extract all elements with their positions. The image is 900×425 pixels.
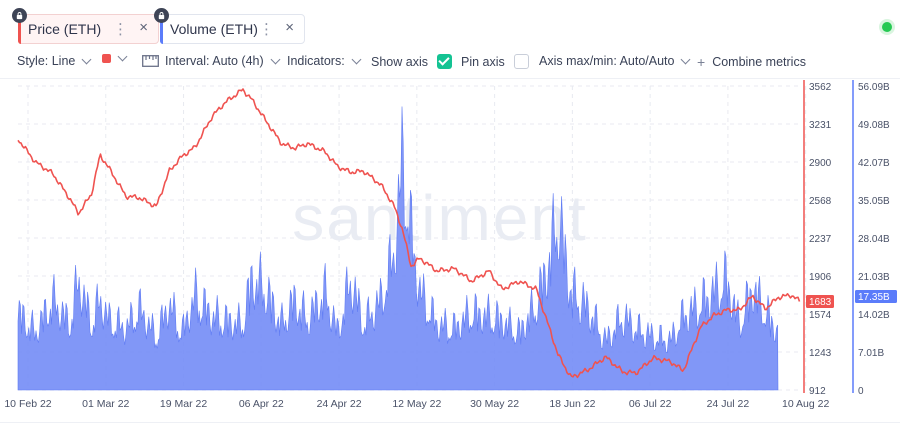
- price-tick-label: 3231: [809, 120, 832, 131]
- x-tick-label: 24 Apr 22: [317, 398, 362, 410]
- interval-label: Interval: Auto (4h): [165, 54, 264, 68]
- plus-icon: +: [697, 54, 706, 70]
- more-options-icon[interactable]: ⋮: [113, 21, 128, 38]
- show-axis-toggle[interactable]: Show axis: [371, 54, 452, 69]
- pin-axis-toggle[interactable]: Pin axis: [461, 54, 529, 69]
- price-current-badge: 1683: [806, 295, 834, 308]
- volume-tick-label: 14.02B: [858, 310, 890, 321]
- chevron-down-icon: [117, 51, 128, 62]
- price-tick-label: 912: [809, 386, 826, 397]
- price-tick-label: 2237: [809, 234, 832, 245]
- x-tick-label: 24 Jul 22: [707, 398, 750, 410]
- interval-dropdown[interactable]: Interval: Auto (4h): [142, 54, 281, 68]
- chart-footer-divider: [0, 422, 900, 423]
- style-dropdown[interactable]: Style: Line: [17, 54, 92, 68]
- x-tick-label: 30 May 22: [470, 398, 519, 410]
- x-tick-label: 10 Aug 22: [782, 398, 829, 410]
- indicators-label: Indicators:: [287, 54, 345, 68]
- pin-axis-checkbox[interactable]: [513, 54, 529, 69]
- price-axis: 3562 3231 2900 2568 2237 1906 1574 1243 912: [809, 82, 832, 397]
- x-tick-label: 12 May 22: [392, 398, 441, 410]
- x-axis: 10 Feb 22 01 Mar 22 19 Mar 22 06 Apr 22 24 A…: [4, 398, 829, 410]
- price-tick-label: 2568: [809, 196, 832, 207]
- volume-tick-label: 28.04B: [858, 234, 890, 245]
- lock-icon: [154, 8, 169, 23]
- volume-tick-label: 49.08B: [858, 120, 890, 131]
- santiment-watermark: santiment: [292, 182, 587, 254]
- color-swatch: [102, 54, 111, 63]
- price-volume-chart[interactable]: santiment 3562 3231 2900 2568 2237 1906 1574 12…: [0, 80, 900, 420]
- volume-current-badge: 17.35B: [855, 290, 897, 303]
- x-tick-label: 18 Jun 22: [549, 398, 595, 410]
- volume-axis: 56.09B 49.08B 42.07B 35.05B 28.04B 21.03B 14.0…: [858, 82, 890, 397]
- metric-tab-volume[interactable]: Volume (ETH) ⋮ ×: [154, 8, 305, 44]
- chevron-down-icon: [270, 54, 281, 64]
- price-line: [17, 88, 801, 379]
- volume-color-bar: [160, 14, 163, 44]
- style-label: Style: Line: [17, 54, 76, 68]
- volume-tick-label: 42.07B: [858, 158, 890, 169]
- color-picker[interactable]: [102, 51, 128, 63]
- chevron-down-icon: [681, 54, 691, 64]
- price-current-value: 1683: [809, 297, 832, 308]
- price-tick-label: 1243: [809, 348, 832, 359]
- more-options-icon[interactable]: ⋮: [259, 21, 274, 38]
- price-tick-label: 2900: [809, 158, 832, 169]
- live-status-indicator: [882, 22, 892, 32]
- volume-tick-label: 7.01B: [858, 348, 884, 359]
- chevron-down-icon: [81, 54, 92, 64]
- volume-tick-label: 35.05B: [858, 196, 890, 207]
- volume-tick-label: 0: [858, 386, 864, 397]
- metric-tab-price[interactable]: Price (ETH) ⋮ ×: [12, 8, 159, 44]
- volume-area: [17, 106, 779, 391]
- indicators-dropdown[interactable]: Indicators:: [287, 54, 362, 68]
- x-tick-label: 19 Mar 22: [160, 398, 207, 410]
- show-axis-checkbox[interactable]: [436, 54, 452, 69]
- combine-metrics-label: Combine metrics: [712, 55, 806, 69]
- volume-current-value: 17.35B: [858, 292, 890, 303]
- pin-axis-label: Pin axis: [461, 54, 505, 69]
- volume-tick-label: 21.03B: [858, 272, 890, 283]
- chart-toolbar: Style: Line Interval: Auto (4h) Indicato…: [0, 50, 900, 74]
- x-tick-label: 06 Apr 22: [239, 398, 284, 410]
- close-icon[interactable]: ×: [285, 19, 294, 36]
- metric-tab-label: Price (ETH): [28, 21, 102, 37]
- combine-metrics-button[interactable]: + Combine metrics: [697, 54, 806, 70]
- price-tick-label: 1906: [809, 272, 832, 283]
- toolbar-divider: [0, 78, 900, 79]
- axis-maxmin-label: Axis max/min: Auto/Auto: [539, 54, 675, 68]
- axis-maxmin-dropdown[interactable]: Axis max/min: Auto/Auto: [539, 54, 691, 68]
- lock-icon: [12, 8, 27, 23]
- x-tick-label: 06 Jul 22: [629, 398, 672, 410]
- x-tick-label: 10 Feb 22: [4, 398, 51, 410]
- price-tick-label: 1574: [809, 310, 832, 321]
- x-tick-label: 01 Mar 22: [82, 398, 129, 410]
- chevron-down-icon: [351, 54, 362, 64]
- metric-tab-label: Volume (ETH): [170, 21, 258, 37]
- volume-tick-label: 56.09B: [858, 82, 890, 93]
- close-icon[interactable]: ×: [139, 19, 148, 36]
- price-color-bar: [18, 14, 21, 44]
- ruler-icon: [142, 55, 159, 67]
- price-tick-label: 3562: [809, 82, 832, 93]
- show-axis-label: Show axis: [371, 54, 428, 69]
